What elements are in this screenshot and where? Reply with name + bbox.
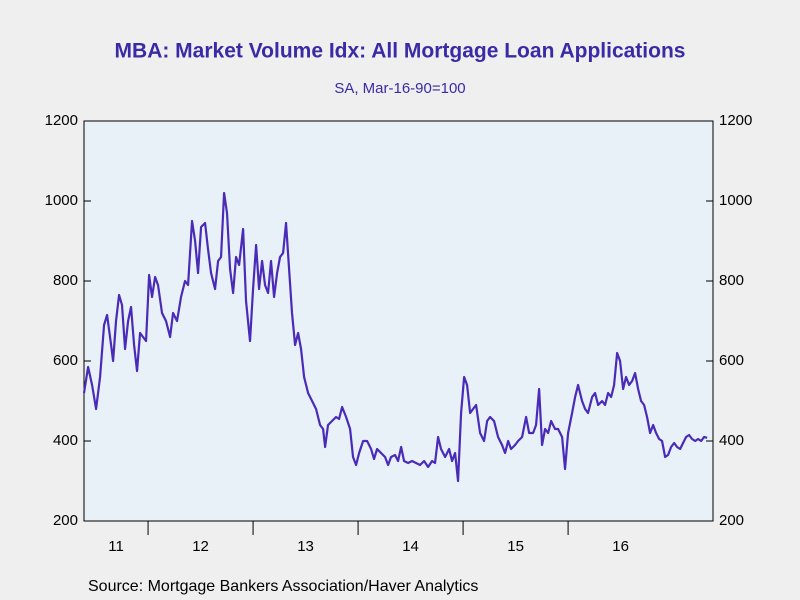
y2-tick-label: 400 [719, 432, 744, 449]
x-tick-label: 14 [402, 538, 419, 555]
y2-tick-label: 600 [719, 352, 744, 369]
x-tick-label: 15 [507, 538, 524, 555]
y-tick-label: 1200 [45, 112, 78, 129]
y-tick-label: 1000 [45, 192, 78, 209]
data-line [82, 191, 708, 483]
y-tick-label: 400 [53, 432, 78, 449]
x-tick-label: 12 [192, 538, 209, 555]
x-tick-label: 16 [612, 538, 629, 555]
x-tick-label: 13 [297, 538, 314, 555]
y-tick-label: 800 [53, 272, 78, 289]
y2-tick-label: 800 [719, 272, 744, 289]
y2-tick-label: 1200 [719, 112, 752, 129]
source-note: Source: Mortgage Bankers Association/Hav… [88, 578, 478, 595]
y-tick-label: 600 [53, 352, 78, 369]
chart-title: MBA: Market Volume Idx: All Mortgage Loa… [115, 40, 686, 63]
y2-tick-label: 200 [719, 512, 744, 529]
chart-subtitle: SA, Mar-16-90=100 [334, 80, 465, 97]
x-tick-label: 11 [108, 538, 124, 555]
y-tick-label: 200 [53, 512, 78, 529]
y2-tick-label: 1000 [719, 192, 752, 209]
